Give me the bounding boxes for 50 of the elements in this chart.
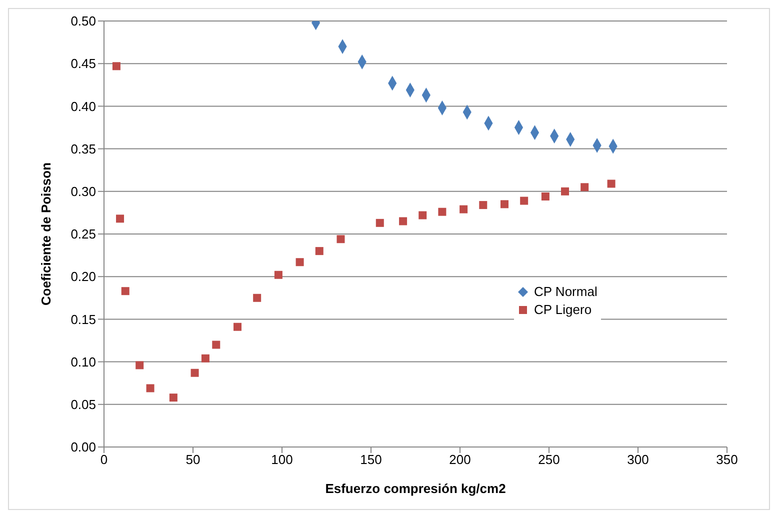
y-tick-label: 0.10 bbox=[70, 354, 96, 370]
x-tick-label: 150 bbox=[360, 452, 382, 468]
y-tick-label: 0.40 bbox=[70, 98, 96, 114]
y-tick-label: 0.15 bbox=[70, 312, 96, 327]
legend-label: CP Ligero bbox=[534, 301, 592, 319]
point bbox=[201, 354, 210, 362]
y-tick-label: 0.25 bbox=[70, 226, 96, 242]
point bbox=[479, 201, 488, 210]
point bbox=[190, 368, 199, 377]
point bbox=[561, 187, 570, 196]
point bbox=[112, 62, 120, 70]
point bbox=[520, 196, 528, 205]
legend-label: CP Normal bbox=[534, 283, 598, 301]
x-tick-label: 100 bbox=[271, 452, 293, 468]
x-tick-label: 50 bbox=[186, 452, 200, 468]
y-tick-label: 0.45 bbox=[70, 56, 96, 72]
point bbox=[500, 200, 508, 208]
point bbox=[234, 322, 242, 331]
point bbox=[136, 361, 144, 370]
y-tick-label: 0.30 bbox=[70, 184, 96, 200]
point bbox=[336, 235, 345, 244]
y-axis-title: Coeficiente de Poisson bbox=[38, 162, 54, 306]
point bbox=[580, 183, 589, 192]
point bbox=[253, 294, 262, 302]
point bbox=[438, 208, 446, 216]
point bbox=[460, 205, 468, 214]
x-tick-label: 300 bbox=[627, 452, 649, 468]
point bbox=[296, 258, 304, 266]
point bbox=[146, 384, 154, 392]
point bbox=[541, 192, 550, 201]
point bbox=[315, 247, 324, 256]
x-tick-label: 250 bbox=[538, 452, 560, 468]
y-tick-label: 0.35 bbox=[70, 141, 96, 156]
x-tick-label: 0 bbox=[100, 452, 108, 468]
point bbox=[376, 218, 384, 227]
y-tick-label: 0.00 bbox=[70, 440, 96, 455]
y-tick-label: 0.50 bbox=[70, 14, 96, 29]
point bbox=[418, 211, 427, 220]
x-tick-label: 350 bbox=[716, 452, 738, 468]
x-tick-label: 200 bbox=[449, 452, 471, 468]
y-tick-label: 0.20 bbox=[70, 269, 96, 284]
point bbox=[212, 340, 220, 349]
point bbox=[274, 270, 282, 279]
point bbox=[607, 180, 616, 188]
point bbox=[169, 394, 178, 402]
point bbox=[121, 287, 130, 296]
y-tick-label: 0.05 bbox=[70, 397, 96, 412]
point bbox=[399, 217, 408, 226]
point bbox=[116, 214, 124, 223]
x-axis-title: Esfuerzo compresión kg/cm2 bbox=[325, 481, 506, 496]
